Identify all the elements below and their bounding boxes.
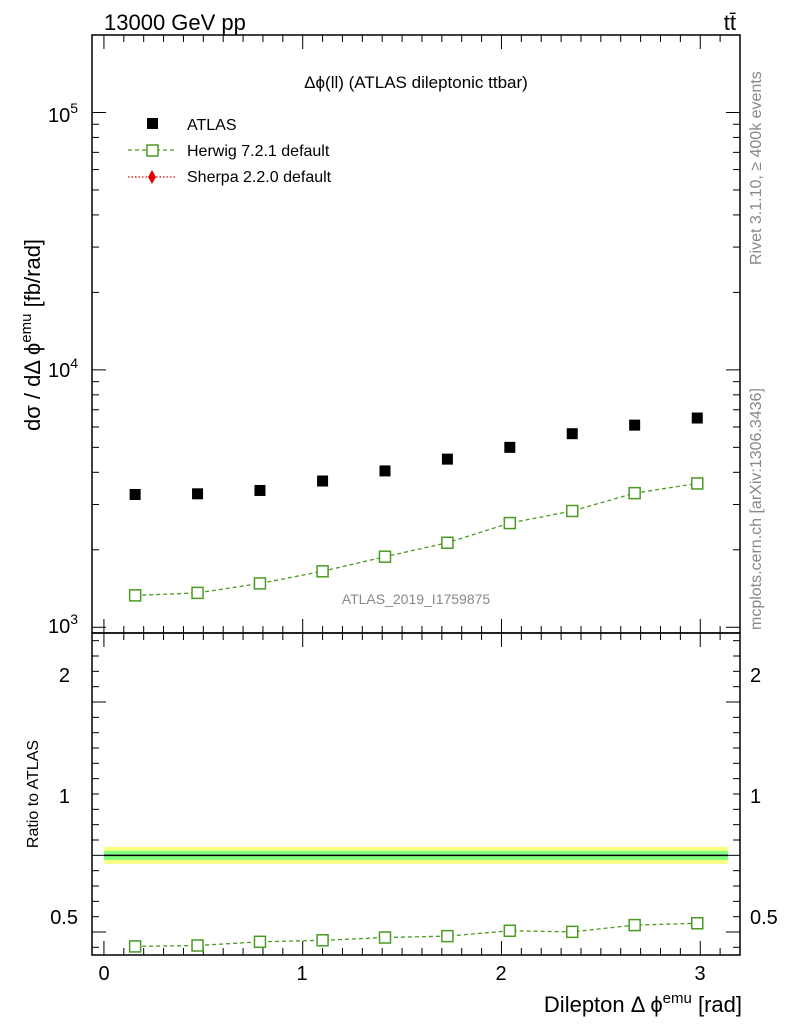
ratio-herwig-line xyxy=(135,922,698,948)
atlas-point xyxy=(441,453,453,465)
ratio-y-tick-label-2-right: 2 xyxy=(750,665,761,687)
atlas-point xyxy=(504,441,516,453)
main-x-ticks xyxy=(103,35,741,633)
ratio-herwig-point xyxy=(316,934,329,947)
main-y-tick-label-1e3: 103 xyxy=(48,611,78,638)
ratio-herwig-point xyxy=(565,925,579,939)
ratio-y-tick-label-1-right: 1 xyxy=(750,786,761,808)
main-data-layer xyxy=(128,412,704,602)
atlas-point xyxy=(192,488,204,500)
herwig-point xyxy=(316,565,329,578)
herwig-line xyxy=(135,482,698,597)
herwig-point xyxy=(691,477,704,490)
legend-herwig-label: Herwig 7.2.1 default xyxy=(187,143,330,160)
atlas-point xyxy=(691,412,703,424)
chart-title: Δϕ(ll) (ATLAS dileptonic ttbar) xyxy=(304,73,528,92)
atlas-point xyxy=(629,419,641,431)
ratio-herwig-point xyxy=(191,939,204,952)
legend-atlas-marker xyxy=(147,118,158,129)
ratio-y-tick-label-1-left: 1 xyxy=(59,786,70,808)
herwig-point xyxy=(441,536,454,549)
legend-sherpa-marker xyxy=(148,170,156,184)
ratio-y-tick-label-2-left: 2 xyxy=(59,665,70,687)
ratio-herwig-point xyxy=(628,918,641,932)
ratio-x-ticks xyxy=(103,633,741,955)
herwig-point xyxy=(628,486,641,500)
ratio-y-tick-label-0-5-left: 0.5 xyxy=(50,907,78,929)
herwig-point xyxy=(128,589,142,602)
ratio-band-layer xyxy=(103,846,729,864)
rivet-label: Rivet 3.1.10, ≥ 400k events xyxy=(748,71,765,265)
herwig-point xyxy=(503,516,517,530)
x-tick-label-2: 2 xyxy=(495,963,506,985)
process-label: tt̄ xyxy=(724,10,736,35)
analysis-watermark: ATLAS_2019_I1759875 xyxy=(342,591,491,607)
herwig-point xyxy=(253,577,267,590)
ratio-herwig-point xyxy=(128,940,142,953)
x-tick-label-0: 0 xyxy=(98,963,109,985)
ratio-panel: 2 1 0.5 2 1 0.5 Ratio to ATLAS 0 1 2 3 D… xyxy=(25,632,778,1017)
ratio-panel-frame xyxy=(91,632,741,956)
main-y-axis-label: dσ / dΔ ϕemu [fb/rad] xyxy=(18,239,45,431)
ratio-data-layer xyxy=(128,917,704,953)
ratio-herwig-point xyxy=(253,935,267,949)
herwig-point xyxy=(565,504,579,518)
ratio-y-tick-label-0-5-right: 0.5 xyxy=(750,907,778,929)
mcplots-label: mcplots.cern.ch [arXiv:1306.3436] xyxy=(748,388,765,630)
atlas-point xyxy=(129,488,141,500)
legend-atlas-label: ATLAS xyxy=(187,117,237,134)
x-tick-label-1: 1 xyxy=(296,963,307,985)
main-y-ticks xyxy=(92,34,740,628)
ratio-herwig-point xyxy=(378,931,392,944)
atlas-point xyxy=(379,465,391,477)
ratio-y-ticks xyxy=(92,640,740,948)
herwig-point xyxy=(191,586,204,600)
atlas-point xyxy=(566,428,578,440)
ratio-herwig-point xyxy=(691,917,704,930)
legend: ATLAS Herwig 7.2.1 default Sherpa 2.2.0 … xyxy=(128,117,332,186)
x-axis-label: Dilepton Δ ϕemu [rad] xyxy=(544,990,742,1017)
energy-label: 13000 GeV pp xyxy=(104,10,246,35)
ratio-herwig-point xyxy=(441,929,454,943)
herwig-point xyxy=(378,550,392,563)
legend-herwig-marker xyxy=(146,144,159,157)
main-panel: 105 104 103 dσ / dΔ ϕemu [fb/rad] Δϕ(ll)… xyxy=(18,34,741,638)
legend-sherpa-label: Sherpa 2.2.0 default xyxy=(187,169,332,186)
atlas-point xyxy=(317,475,329,487)
atlas-point xyxy=(254,484,266,496)
main-y-tick-label-1e4: 104 xyxy=(48,355,78,382)
ratio-y-axis-label: Ratio to ATLAS xyxy=(25,740,42,848)
main-y-tick-label-1e5: 105 xyxy=(48,100,78,127)
x-tick-label-3: 3 xyxy=(694,963,705,985)
ratio-herwig-point xyxy=(503,924,517,938)
